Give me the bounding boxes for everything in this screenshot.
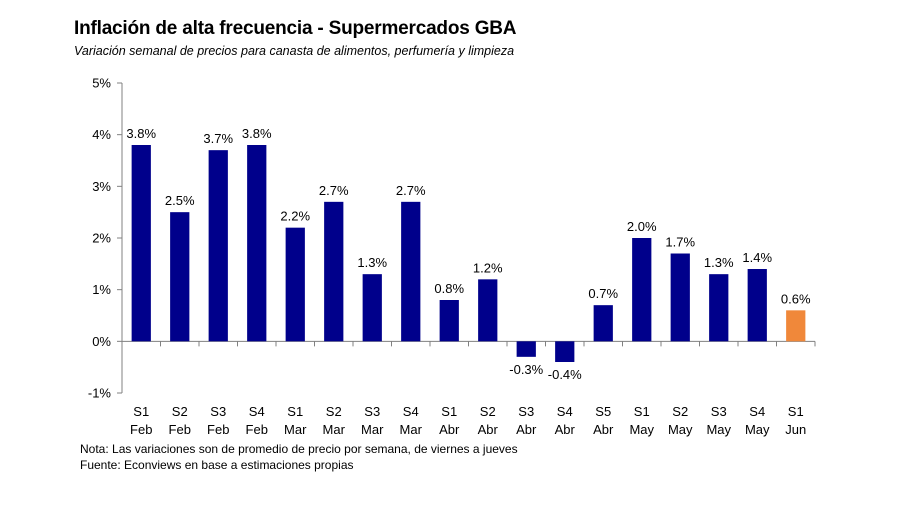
data-label: 1.7% [665,235,695,250]
x-tick-label-month: May [706,422,731,437]
x-tick-label-week: S3 [711,404,727,419]
y-tick-label: 5% [92,76,111,91]
bar [170,212,190,342]
data-label: -0.4% [548,367,582,382]
x-tick-label-month: Mar [323,422,346,437]
chart-category-labels: S1 Feb S2 Feb S3 Feb S4 Feb S1 Mar S2 Mar S3 Mar S4 Mar… [130,404,806,437]
data-label: 0.7% [588,286,618,301]
bar [478,279,498,342]
data-label: 2.7% [319,183,349,198]
data-label: -0.3% [509,362,543,377]
chart-axes: -1% 0% 1% 2% 3% 4% 5% [88,76,816,401]
bar [632,238,652,342]
source-note: Fuente: Econviews en base a estimaciones… [80,458,354,472]
data-label: 1.2% [473,260,503,275]
x-tick-label-month: Mar [284,422,307,437]
bar [516,341,536,357]
y-tick-label: 1% [92,282,111,297]
bar [285,227,305,342]
x-tick-label-week: S1 [133,404,149,419]
data-label: 1.3% [704,255,734,270]
x-tick-label-month: Abr [478,422,499,437]
data-label: 1.3% [357,255,387,270]
y-tick-label: 3% [92,179,111,194]
x-tick-label-week: S3 [210,404,226,419]
x-tick-label-month: Feb [246,422,268,437]
data-label: 2.0% [627,219,657,234]
chart-bars [131,145,806,362]
x-tick-label-week: S3 [518,404,534,419]
x-tick-label-month: Feb [130,422,152,437]
chart-title: Inflación de alta frecuencia - Supermerc… [74,18,517,39]
bar [362,274,382,342]
data-label: 1.4% [742,250,772,265]
x-tick-label-month: Mar [361,422,384,437]
x-tick-label-week: S3 [364,404,380,419]
bar [131,145,151,342]
data-label: 3.7% [203,131,233,146]
x-tick-label-week: S4 [403,404,419,419]
footnote: Nota: Las variaciones son de promedio de… [80,442,518,456]
x-tick-label-month: Abr [516,422,537,437]
chart-data-labels: 3.8% 2.5% 3.7% 3.8% 2.2% 2.7% 1.3% 2.7% 0.8% 1.2%… [126,126,811,382]
y-tick-label: 4% [92,127,111,142]
y-tick-label: -1% [88,386,112,401]
x-tick-label-week: S2 [672,404,688,419]
data-label: 3.8% [126,126,156,141]
data-label: 3.8% [242,126,272,141]
x-tick-label-month: May [668,422,693,437]
bar [593,305,613,342]
x-tick-label-month: Abr [439,422,460,437]
x-tick-label-month: Jun [785,422,806,437]
data-label: 0.6% [781,291,811,306]
x-tick-label-week: S1 [287,404,303,419]
data-label: 0.8% [434,281,464,296]
x-tick-label-week: S4 [249,404,265,419]
data-label: 2.7% [396,183,426,198]
x-tick-label-week: S5 [595,404,611,419]
bar [555,341,575,362]
x-tick-label-month: Abr [555,422,576,437]
y-tick-label: 0% [92,334,111,349]
x-tick-label-month: Abr [593,422,614,437]
bar [247,145,267,342]
bar [324,201,344,342]
x-tick-label-week: S4 [557,404,573,419]
x-tick-label-week: S2 [480,404,496,419]
x-tick-label-month: Feb [207,422,229,437]
bar [709,274,729,342]
x-tick-label-month: May [629,422,654,437]
bar [670,253,690,342]
x-tick-label-week: S2 [326,404,342,419]
data-label: 2.2% [280,209,310,224]
x-tick-label-week: S4 [749,404,765,419]
x-tick-label-week: S1 [441,404,457,419]
chart-subtitle: Variación semanal de precios para canast… [74,44,515,58]
bar [401,201,421,342]
x-tick-label-week: S1 [634,404,650,419]
x-tick-label-week: S2 [172,404,188,419]
x-tick-label-month: Mar [400,422,423,437]
x-tick-label-week: S1 [788,404,804,419]
x-tick-label-month: May [745,422,770,437]
data-label: 2.5% [165,193,195,208]
x-tick-label-month: Feb [169,422,191,437]
bar [747,269,767,342]
bar [786,310,806,342]
bar [208,150,228,342]
y-tick-label: 2% [92,231,111,246]
bar [439,300,459,342]
